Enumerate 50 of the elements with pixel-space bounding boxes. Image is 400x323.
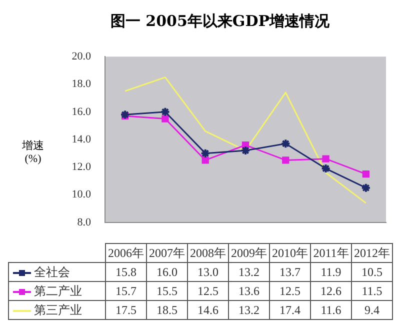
y-tick-label: 8.0 [77,216,92,228]
point [282,156,290,164]
y-tick-label: 20.0 [72,50,92,62]
x-tick-label: 2007年 [146,244,188,262]
data-label: 12.6 [310,282,352,300]
y-tick-label: 18.0 [72,78,92,90]
y-tick-label: 14.0 [72,133,92,146]
y-tick-label: 12.0 [72,161,92,174]
point [202,156,209,164]
data-label: 15.8 [106,262,146,282]
data-label: 11.5 [352,282,392,300]
data-label: 9.4 [352,300,392,320]
data-label: 13.7 [270,262,310,282]
data-label: 18.5 [146,300,188,320]
point [280,138,291,149]
data-label: 15.5 [146,282,188,300]
data-label: 14.6 [188,300,228,320]
x-tick-label: 2011年 [310,244,352,262]
x-tick-label: 2009年 [228,244,270,262]
legend-label: 第二产业 [8,282,106,300]
data-label: 16.0 [146,262,188,282]
point [320,164,331,174]
point [160,106,170,117]
data-label: 13.0 [188,262,228,282]
data-label: 17.5 [106,300,146,320]
x-tick-label: 2010年 [270,244,310,262]
x-tick-label: 2012年 [352,244,392,262]
point [362,170,370,178]
data-label: 17.4 [270,300,310,320]
data-label: 12.5 [188,282,228,300]
data-label: 13.6 [228,282,270,300]
data-label: 15.7 [106,282,146,300]
x-tick-label: 2008年 [188,244,228,262]
data-label: 12.5 [270,282,310,300]
y-tick-label: 16.0 [72,106,92,118]
y-axis-title: 增速 (%) [22,139,44,165]
y-tick-label: 10.0 [72,188,92,201]
x-tick-label: 2006年 [106,244,146,262]
legend-label: 第三产业 [8,300,106,320]
chart-title: 图一 2005年以来GDP增速情况 [109,11,331,32]
legend-label: 全社会 [8,262,106,282]
data-label: 10.5 [352,262,392,282]
point [200,148,210,158]
point [162,115,169,122]
data-label: 11.6 [310,300,352,320]
point [240,146,250,156]
data-label: 13.2 [228,262,270,282]
data-label: 13.2 [228,300,270,320]
point [322,155,330,162]
data-label: 11.9 [310,262,352,282]
